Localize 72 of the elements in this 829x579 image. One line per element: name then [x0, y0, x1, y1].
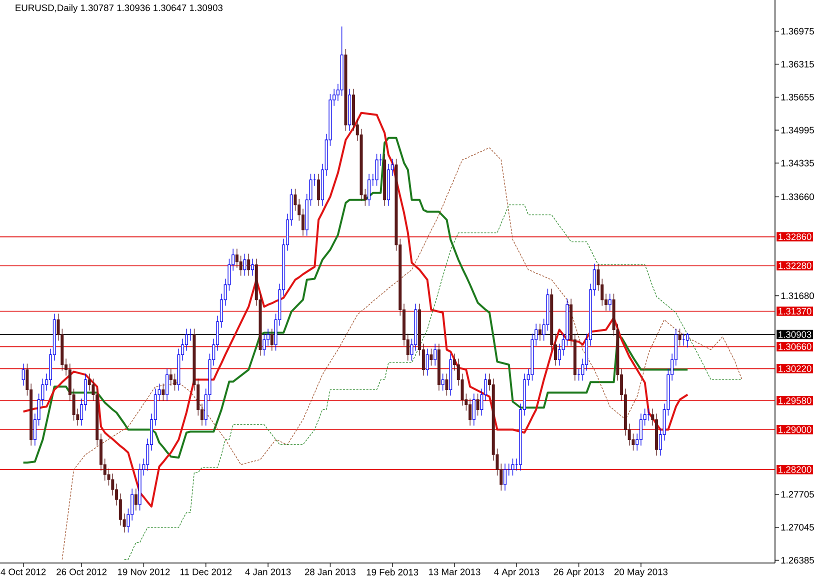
x-tick-label: 19 Nov 2012 [118, 568, 170, 576]
candlestick [111, 473, 114, 496]
y-tick-label: 1.36315 [781, 60, 814, 68]
candlestick [294, 188, 297, 212]
candlestick [430, 348, 433, 366]
candlestick [162, 383, 165, 401]
candlestick [239, 255, 242, 276]
ref-line-label: 1.30220 [778, 365, 812, 372]
candlestick [22, 363, 25, 386]
candlestick [134, 488, 138, 511]
candlestick [511, 458, 514, 476]
candlestick [173, 373, 176, 391]
ref-line-label: 1.29580 [778, 397, 812, 404]
candlestick [88, 373, 91, 391]
ref-line-label: 1.30660 [778, 343, 812, 350]
x-tick-label: 26 Apr 2013 [554, 568, 604, 578]
candlestick [686, 332, 690, 348]
candlestick [184, 328, 188, 352]
candlestick [608, 293, 612, 312]
ref-line-label: 1.28200 [778, 466, 812, 473]
x-tick-label: 13 Mar 2013 [429, 568, 480, 576]
candlestick [468, 398, 472, 426]
chart-title: EURUSD,Daily 1.30787 1.30936 1.30647 1.30903 [16, 4, 223, 13]
ref-line-label: 1.32280 [778, 262, 812, 270]
ref-line-label: 1.29000 [778, 426, 812, 433]
x-tick-label: 19 Feb 2013 [366, 568, 418, 576]
candlestick [368, 174, 371, 206]
y-tick-label: 1.36975 [781, 28, 814, 35]
candlestick [169, 368, 172, 386]
candlestick [118, 493, 122, 526]
candlestick [472, 393, 476, 426]
y-tick-label: 1.27705 [781, 491, 814, 498]
candlestick [441, 373, 444, 391]
x-tick-label: 11 Dec 2012 [180, 568, 232, 576]
candlestick [262, 333, 266, 356]
y-tick-label: 1.27045 [781, 524, 814, 531]
candlestick [317, 174, 320, 206]
candlestick [235, 248, 238, 268]
x-tick-label: 4 Jan 2013 [245, 568, 291, 576]
ref-line-label: 1.32860 [778, 233, 812, 240]
candlestick [632, 433, 635, 451]
candlestick [266, 328, 270, 346]
candlestick [538, 323, 542, 342]
ref-line-label: 1.30903 [778, 331, 812, 338]
candlestick [504, 463, 507, 491]
y-tick-label: 1.35655 [781, 94, 814, 100]
y-tick-label: 1.26385 [781, 556, 814, 564]
candlestick [476, 393, 480, 416]
x-tick-label: 28 Jan 2013 [304, 568, 356, 576]
candlestick [166, 368, 169, 401]
ref-line-label: 1.31370 [778, 308, 812, 315]
candlestick [678, 328, 682, 346]
candlestick [270, 328, 274, 352]
candlestick [302, 208, 305, 236]
candlestick [375, 154, 378, 186]
candlestick [247, 253, 250, 276]
y-tick-label: 1.33660 [781, 194, 814, 200]
y-tick-label: 1.34335 [781, 160, 814, 166]
candlestick [558, 343, 561, 366]
y-tick-label: 1.31680 [781, 292, 814, 300]
candlestick [243, 253, 246, 276]
x-tick-label: 26 Oct 2012 [56, 568, 107, 576]
x-tick-label: 4 Apr 2013 [494, 568, 540, 578]
y-tick-label: 1.34995 [781, 126, 814, 134]
x-tick-label: 4 Oct 2012 [0, 568, 46, 576]
candlestick [426, 348, 429, 376]
candlestick [107, 468, 110, 486]
candlestick [445, 373, 448, 396]
candlestick [639, 413, 642, 446]
candlestick [434, 343, 437, 366]
x-tick-label: 20 May 2013 [614, 568, 668, 578]
candlestick [251, 258, 254, 276]
